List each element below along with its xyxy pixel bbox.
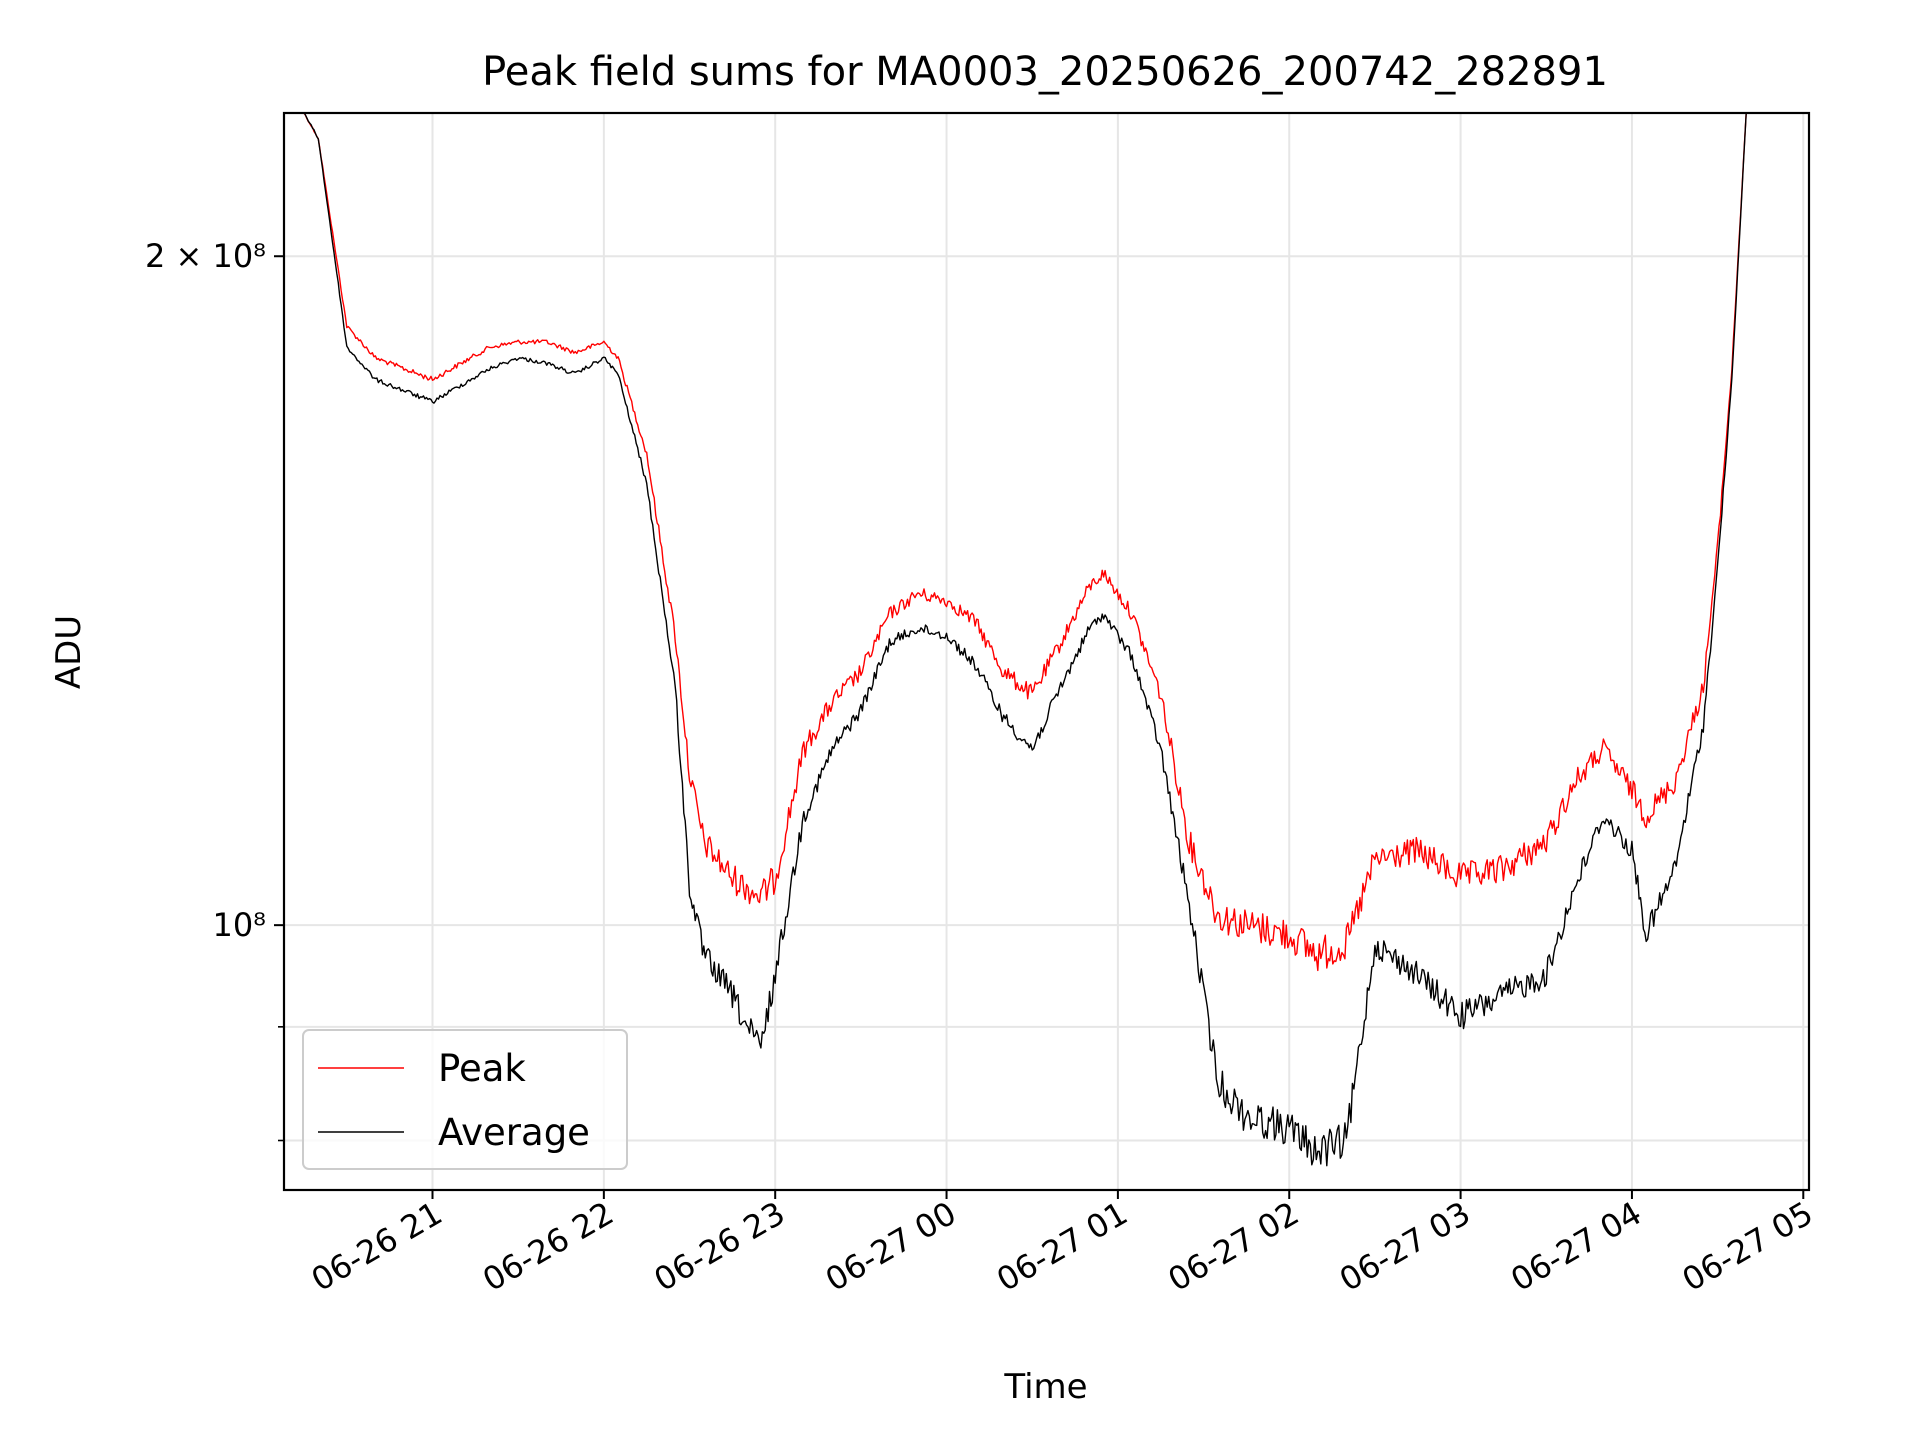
series-layer bbox=[284, 113, 1809, 1167]
y-tick-label: 2 × 10⁸ bbox=[145, 237, 266, 275]
grid-lines bbox=[284, 113, 1809, 1190]
legend: Peak Average bbox=[302, 1029, 628, 1170]
plot-frame bbox=[282, 111, 1811, 1192]
series-line-average bbox=[284, 113, 1809, 1167]
chart-title: Peak field sums for MA0003_20250626_2007… bbox=[482, 49, 1608, 95]
series-line-peak bbox=[284, 113, 1809, 972]
legend-label-peak: Peak bbox=[438, 1047, 526, 1090]
legend-box bbox=[302, 1029, 628, 1170]
y-axis-label: ADU bbox=[49, 615, 89, 689]
y-tick-label: 10⁸ bbox=[212, 906, 266, 944]
legend-label-average: Average bbox=[438, 1111, 590, 1154]
x-axis-label: Time bbox=[1003, 1367, 1087, 1407]
y-axis: 2 × 10⁸ 10⁸ bbox=[145, 237, 284, 1142]
